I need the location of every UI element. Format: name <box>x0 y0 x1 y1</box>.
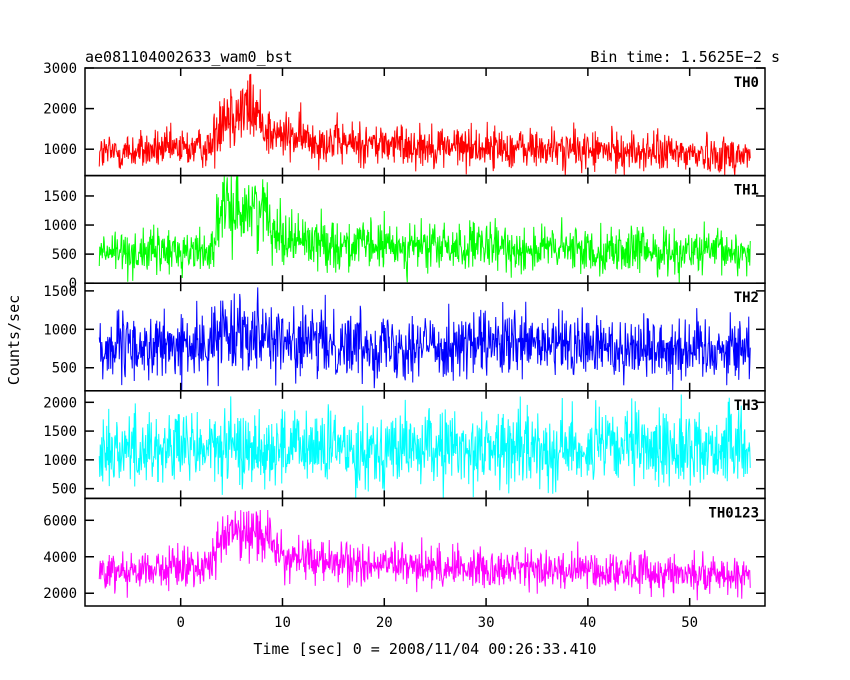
panel-frame-th1 <box>84 174 766 284</box>
series-line-th0 <box>98 73 751 176</box>
y-tick-label-th1: 0 <box>69 276 77 292</box>
x-axis-label: Time [sec] 0 = 2008/11/04 00:26:33.410 <box>253 640 596 658</box>
panel-label-th1: TH1 <box>734 183 759 199</box>
y-tick-label-th2: 1000 <box>43 322 77 338</box>
y-tick-label-th3: 500 <box>52 482 77 498</box>
x-tick-label: 10 <box>274 615 291 631</box>
chart-title-right: Bin time: 1.5625E−2 s <box>590 48 780 66</box>
y-tick-label-th0123: 4000 <box>43 550 77 566</box>
y-tick-label-th0: 3000 <box>43 61 77 77</box>
y-tick-label-th2: 1500 <box>43 284 77 300</box>
panel-label-th2: TH2 <box>734 290 759 306</box>
x-tick-label: 40 <box>579 615 596 631</box>
series-line-th1 <box>98 175 751 284</box>
y-tick-label-th0: 2000 <box>43 102 77 118</box>
x-tick-label: 30 <box>478 615 495 631</box>
panel-label-th3: TH3 <box>734 398 759 414</box>
y-axis-label: Counts/sec <box>5 295 23 385</box>
panel-frame-th0123 <box>84 497 766 607</box>
panel-label-th0: TH0 <box>734 75 759 91</box>
x-tick-label: 0 <box>176 615 184 631</box>
x-tick-label: 20 <box>376 615 393 631</box>
series-line-th2 <box>98 287 751 391</box>
x-tick-label: 50 <box>681 615 698 631</box>
y-tick-label-th3: 1500 <box>43 424 77 440</box>
y-tick-label-th3: 1000 <box>43 453 77 469</box>
chart-title-left: ae081104002633_wam0_bst <box>85 48 293 66</box>
series-line-th3 <box>98 394 751 499</box>
series-line-th0123 <box>98 509 751 601</box>
y-tick-label-th0123: 6000 <box>43 513 77 529</box>
y-tick-label-th2: 500 <box>52 361 77 377</box>
y-tick-label-th1: 1500 <box>43 189 77 205</box>
y-tick-label-th1: 500 <box>52 247 77 263</box>
y-tick-label-th0123: 2000 <box>43 586 77 602</box>
y-tick-label-th3: 2000 <box>43 395 77 411</box>
panel-label-th0123: TH0123 <box>708 505 759 521</box>
y-tick-label-th0: 1000 <box>43 142 77 158</box>
y-tick-label-th1: 1000 <box>43 218 77 234</box>
